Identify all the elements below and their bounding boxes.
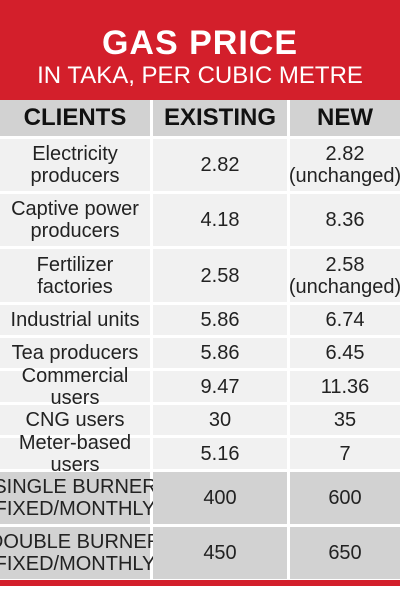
client-cell: Commercial users (0, 365, 150, 409)
client-cell: Captive power producers (0, 194, 150, 246)
existing-value-cell: 30 (153, 405, 287, 435)
existing-value-cell: 5.86 (153, 338, 287, 368)
table-subtitle: IN TAKA, PER CUBIC METRE (37, 62, 363, 89)
client-cell: SINGLE BURNER (FIXED/MONTHLY) (0, 472, 162, 524)
existing-value-cell: 4.18 (153, 194, 287, 246)
column-header-new: NEW (290, 100, 400, 136)
client-cell: Fertilizer factories (0, 249, 150, 302)
client-cell: Industrial units (0, 305, 150, 335)
new-value-cell: 7 (290, 438, 400, 469)
bottom-accent-bar (0, 580, 400, 586)
existing-value-cell: 2.82 (153, 139, 287, 191)
column-header-clients: CLIENTS (0, 100, 150, 136)
existing-value-cell: 5.16 (153, 438, 287, 469)
header-banner: GAS PRICE IN TAKA, PER CUBIC METRE (0, 0, 400, 100)
new-value-cell: 8.36 (290, 194, 400, 246)
new-value-cell: 600 (290, 472, 400, 524)
new-value-cell: 650 (290, 527, 400, 579)
new-value-cell: 2.82 (unchanged) (289, 139, 400, 191)
existing-value-cell: 9.47 (153, 371, 287, 402)
client-cell: CNG users (0, 405, 150, 435)
client-cell: DOUBLE BURNER (FIXED/MONTHLY) (0, 527, 162, 579)
client-cell: Meter-based users (0, 432, 150, 476)
new-value-cell: 2.58 (unchanged) (289, 249, 400, 302)
existing-value-cell: 450 (153, 527, 287, 579)
existing-value-cell: 5.86 (153, 305, 287, 335)
existing-value-cell: 2.58 (153, 249, 287, 302)
table-title: GAS PRICE (101, 24, 299, 62)
column-header-existing: EXISTING (153, 100, 287, 136)
new-value-cell: 11.36 (290, 371, 400, 402)
new-value-cell: 6.74 (290, 305, 400, 335)
client-cell: Tea producers (0, 338, 150, 368)
existing-value-cell: 400 (153, 472, 287, 524)
new-value-cell: 6.45 (290, 338, 400, 368)
new-value-cell: 35 (290, 405, 400, 435)
client-cell: Electricity producers (0, 139, 150, 191)
